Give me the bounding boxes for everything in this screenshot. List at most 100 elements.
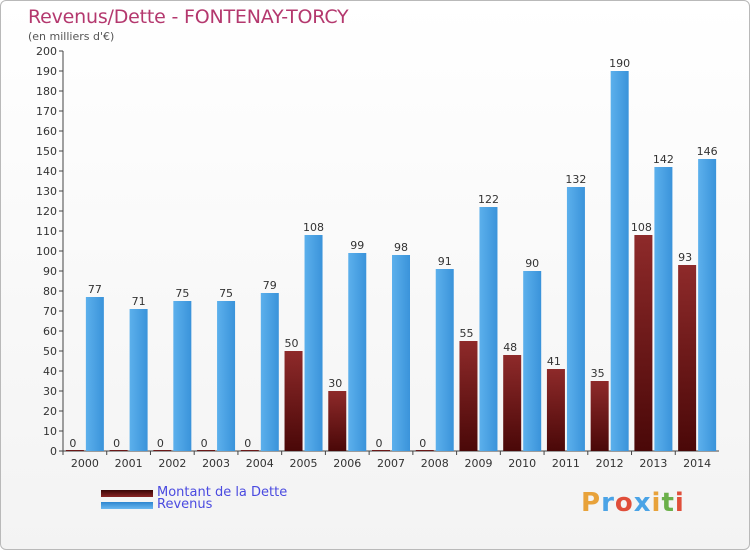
- legend-label-dette: Montant de la Dette: [157, 485, 288, 500]
- data-label-dette: 0: [69, 437, 76, 450]
- data-label-revenus: 98: [394, 241, 408, 254]
- data-label-dette: 0: [376, 437, 383, 450]
- data-label-revenus: 132: [565, 173, 586, 186]
- data-label-dette: 50: [285, 337, 299, 350]
- y-tick-label: 80: [43, 285, 57, 298]
- data-label-dette: 41: [547, 355, 561, 368]
- data-label-revenus: 146: [697, 145, 718, 158]
- bar-revenus: [435, 269, 454, 451]
- data-label-dette: 55: [459, 327, 473, 340]
- y-tick-label: 30: [43, 385, 57, 398]
- bar-dette: [197, 450, 216, 451]
- x-tick-label: 2001: [115, 457, 143, 470]
- bar-dette: [459, 341, 478, 451]
- bar-dette: [328, 391, 347, 451]
- data-label-dette: 93: [678, 251, 692, 264]
- y-tick-label: 10: [43, 425, 57, 438]
- x-tick-label: 2007: [377, 457, 405, 470]
- bar-revenus: [304, 235, 323, 451]
- y-tick-label: 170: [36, 105, 57, 118]
- data-label-revenus: 77: [88, 283, 102, 296]
- y-tick-label: 190: [36, 65, 57, 78]
- x-tick-label: 2002: [158, 457, 186, 470]
- bar-revenus: [479, 207, 498, 451]
- bar-revenus: [173, 301, 192, 451]
- y-tick-label: 40: [43, 365, 57, 378]
- proxiti-logo: Proxiti: [581, 488, 685, 518]
- bar-revenus: [85, 297, 104, 451]
- data-label-revenus: 108: [303, 221, 324, 234]
- data-label-revenus: 75: [219, 287, 233, 300]
- bar-revenus: [129, 309, 148, 451]
- bar-revenus: [566, 187, 585, 451]
- y-tick-label: 0: [50, 445, 57, 458]
- x-tick-label: 2013: [639, 457, 667, 470]
- bar-dette: [546, 369, 565, 451]
- legend-swatch-revenus: [101, 502, 153, 509]
- y-tick-label: 20: [43, 405, 57, 418]
- bar-dette: [153, 450, 172, 451]
- y-tick-label: 180: [36, 85, 57, 98]
- data-label-revenus: 99: [350, 239, 364, 252]
- bar-revenus: [260, 293, 279, 451]
- legend-swatch-dette: [101, 490, 153, 497]
- data-label-revenus: 91: [438, 255, 452, 268]
- data-label-dette: 30: [328, 377, 342, 390]
- data-label-dette: 48: [503, 341, 517, 354]
- chart-title: Revenus/Dette - FONTENAY-TORCY: [28, 6, 349, 28]
- bar-revenus: [392, 255, 410, 451]
- x-tick-label: 2012: [596, 457, 624, 470]
- data-label-revenus: 190: [609, 57, 630, 70]
- data-label-dette: 0: [419, 437, 426, 450]
- data-label-dette: 35: [591, 367, 605, 380]
- bar-dette: [372, 450, 390, 451]
- data-label-dette: 108: [631, 221, 652, 234]
- data-label-revenus: 122: [478, 193, 499, 206]
- bar-revenus: [217, 301, 236, 451]
- bar-dette: [65, 450, 84, 451]
- bar-dette: [678, 265, 697, 451]
- x-tick-label: 2004: [246, 457, 274, 470]
- y-tick-label: 60: [43, 325, 57, 338]
- bar-revenus: [610, 71, 629, 451]
- bar-dette: [590, 381, 609, 451]
- data-label-dette: 0: [113, 437, 120, 450]
- y-tick-label: 90: [43, 265, 57, 278]
- x-tick-label: 2010: [508, 457, 536, 470]
- y-tick-label: 110: [36, 225, 57, 238]
- legend-label-revenus: Revenus: [157, 497, 213, 512]
- data-label-revenus: 90: [525, 257, 539, 270]
- data-label-revenus: 71: [132, 295, 146, 308]
- x-tick-label: 2006: [333, 457, 361, 470]
- bar-dette: [109, 450, 128, 451]
- x-tick-label: 2014: [683, 457, 711, 470]
- bar-revenus: [523, 271, 542, 451]
- bar-dette: [634, 235, 653, 451]
- data-label-dette: 0: [201, 437, 208, 450]
- bar-revenus: [698, 159, 717, 451]
- data-label-revenus: 142: [653, 153, 674, 166]
- data-label-revenus: 75: [175, 287, 189, 300]
- x-tick-label: 2008: [421, 457, 449, 470]
- y-tick-label: 150: [36, 145, 57, 158]
- bar-dette: [240, 450, 259, 451]
- y-tick-label: 130: [36, 185, 57, 198]
- data-label-revenus: 79: [263, 279, 277, 292]
- y-tick-label: 100: [36, 245, 57, 258]
- data-label-dette: 0: [244, 437, 251, 450]
- bar-revenus: [348, 253, 367, 451]
- bar-dette: [503, 355, 522, 451]
- y-tick-label: 200: [36, 45, 57, 58]
- chart-subtitle: (en milliers d'€): [28, 30, 115, 43]
- y-tick-label: 120: [36, 205, 57, 218]
- bar-dette: [415, 450, 434, 451]
- x-tick-label: 2009: [464, 457, 492, 470]
- x-tick-label: 2003: [202, 457, 230, 470]
- x-tick-label: 2000: [71, 457, 99, 470]
- y-tick-label: 70: [43, 305, 57, 318]
- y-tick-label: 140: [36, 165, 57, 178]
- data-label-dette: 0: [157, 437, 164, 450]
- bar-revenus: [654, 167, 673, 451]
